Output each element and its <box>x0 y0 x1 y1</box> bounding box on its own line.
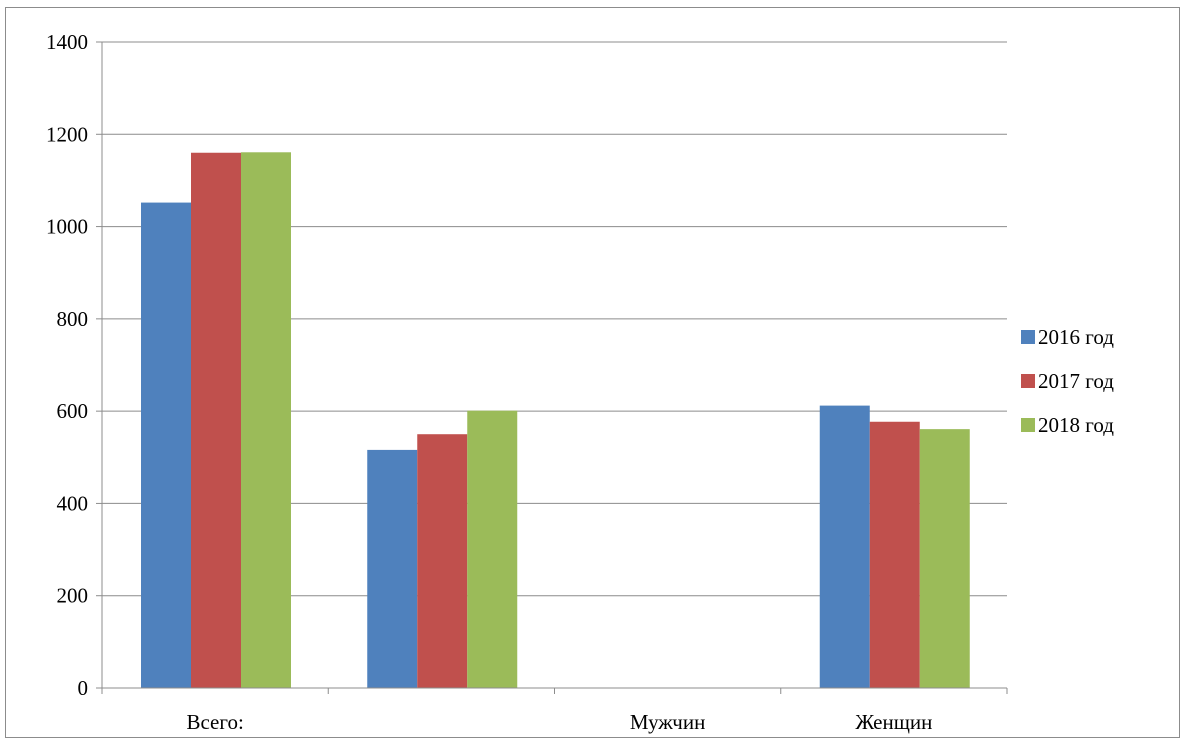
legend-swatch <box>1021 418 1035 432</box>
y-tick-label: 1400 <box>46 30 88 54</box>
bar-2016-год-1 <box>367 449 418 688</box>
y-tick-label: 1000 <box>46 215 88 239</box>
y-tick-label: 1200 <box>46 122 88 146</box>
bar-2018-год-3 <box>919 429 970 688</box>
bars <box>141 152 970 688</box>
bar-2016-год-0 <box>141 202 191 688</box>
y-tick-label: 400 <box>57 491 89 515</box>
bar-2017-год-0 <box>191 152 241 688</box>
y-tick-label: 800 <box>57 307 89 331</box>
legend: 2016 год 2017 год 2018 год <box>1021 325 1114 437</box>
bar-2017-год-3 <box>869 421 920 688</box>
legend-swatch <box>1021 330 1035 344</box>
legend-swatch <box>1021 374 1035 388</box>
bar-2018-год-1 <box>467 410 518 688</box>
x-tick-label: Женщин <box>855 710 932 734</box>
legend-label: 2016 год <box>1038 325 1114 349</box>
bar-2017-год-1 <box>417 434 468 688</box>
legend-label: 2017 год <box>1038 369 1114 393</box>
legend-label: 2018 год <box>1038 413 1114 437</box>
x-tick-label: Всего: <box>186 710 243 734</box>
x-tick-label: Мужчин <box>630 710 705 734</box>
y-tick-label: 200 <box>57 584 89 608</box>
axes: 0 200 400 600 800 1000 1200 1400 Всего: Мужчин Жен… <box>46 30 1008 734</box>
y-tick-label: 600 <box>57 399 89 423</box>
y-tick-label: 0 <box>78 676 89 700</box>
bar-2016-год-3 <box>819 405 870 688</box>
bar-2018-год-0 <box>241 152 291 688</box>
